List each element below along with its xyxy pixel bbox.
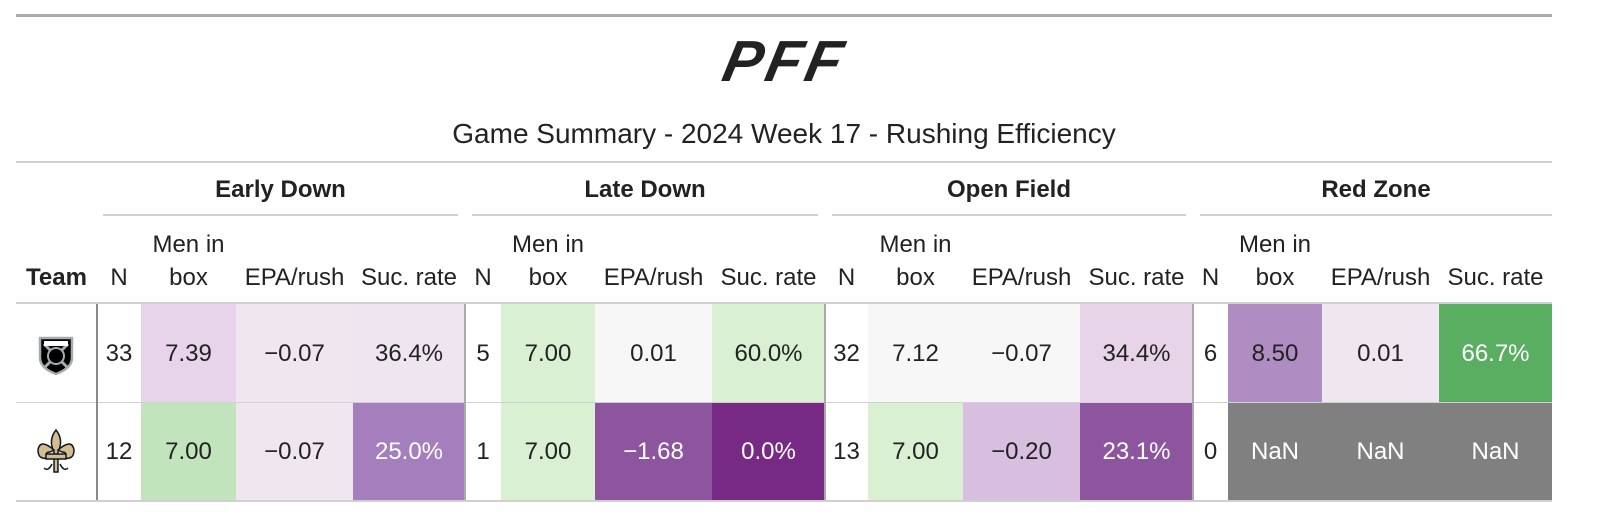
table-cell: 25.0% — [353, 403, 465, 500]
column-divider — [96, 304, 98, 500]
column-header: Men in box — [152, 231, 225, 291]
table-cell: 6 — [1193, 304, 1228, 403]
table-cell: 36.4% — [353, 304, 465, 403]
table-cell: 7.12 — [868, 304, 963, 403]
table-cell: NaN — [1322, 403, 1439, 500]
column-header: N — [1201, 264, 1220, 291]
team-logo — [16, 403, 96, 500]
table-cell: 23.1% — [1080, 403, 1193, 500]
table-cell: −0.20 — [963, 403, 1080, 500]
rule — [16, 161, 1552, 163]
table-cell: 8.50 — [1228, 304, 1322, 403]
column-header: Suc. rate — [1447, 264, 1544, 291]
table-cell: 0.01 — [595, 304, 712, 403]
table-cell: −0.07 — [963, 304, 1080, 403]
group-underline — [103, 214, 458, 216]
column-header: N — [110, 264, 128, 291]
table-cell: 7.00 — [141, 403, 236, 500]
column-header: Suc. rate — [1088, 264, 1185, 291]
column-header: Men in box — [1238, 231, 1312, 291]
table-cell: −0.07 — [236, 304, 353, 403]
column-divider — [824, 304, 826, 500]
table-cell: 0.0% — [712, 403, 825, 500]
table-cell: 7.00 — [501, 403, 595, 500]
table-cell: NaN — [1228, 403, 1322, 500]
column-header: N — [474, 264, 492, 291]
table-cell: 13 — [825, 403, 868, 500]
table-cell: NaN — [1439, 403, 1552, 500]
logo: PFF — [717, 29, 853, 94]
column-header: Suc. rate — [360, 264, 458, 291]
column-divider — [464, 304, 466, 500]
table-cell: 0 — [1193, 403, 1228, 500]
table-cell: 7.39 — [141, 304, 236, 403]
column-divider — [1192, 304, 1194, 500]
table-cell: −0.07 — [236, 403, 353, 500]
group-header: Late Down — [584, 176, 706, 203]
column-header: Men in box — [511, 231, 585, 291]
team-logo — [16, 304, 96, 403]
group-header: Red Zone — [1321, 176, 1431, 203]
table-cell: 7.00 — [501, 304, 595, 403]
table-cell: 0.01 — [1322, 304, 1439, 403]
group-underline — [832, 214, 1186, 216]
table-cell: 34.4% — [1080, 304, 1193, 403]
column-header: N — [837, 264, 856, 291]
row-divider — [16, 402, 1552, 403]
top-rule — [16, 14, 1552, 17]
column-header: Men in box — [879, 231, 952, 291]
group-header: Open Field — [946, 176, 1071, 203]
column-header: EPA/rush — [244, 264, 345, 291]
table-cell: 12 — [97, 403, 141, 500]
group-underline — [472, 214, 818, 216]
table-cell: 7.00 — [868, 403, 963, 500]
rule — [16, 500, 1552, 502]
column-header: Team — [26, 264, 87, 291]
column-header: EPA/rush — [971, 264, 1072, 291]
group-underline — [1200, 214, 1552, 216]
column-header: EPA/rush — [1330, 264, 1431, 291]
table-cell: 1 — [465, 403, 501, 500]
table-cell: 66.7% — [1439, 304, 1552, 403]
table-cell: 33 — [97, 304, 141, 403]
rule — [16, 302, 1552, 304]
title: Game Summary - 2024 Week 17 - Rushing Ef… — [452, 118, 1116, 149]
table-cell: 32 — [825, 304, 868, 403]
group-header: Early Down — [215, 176, 346, 203]
table-cell: 5 — [465, 304, 501, 403]
column-header: Suc. rate — [720, 264, 817, 291]
table-cell: 60.0% — [712, 304, 825, 403]
table-cell: −1.68 — [595, 403, 712, 500]
column-header: EPA/rush — [603, 264, 704, 291]
